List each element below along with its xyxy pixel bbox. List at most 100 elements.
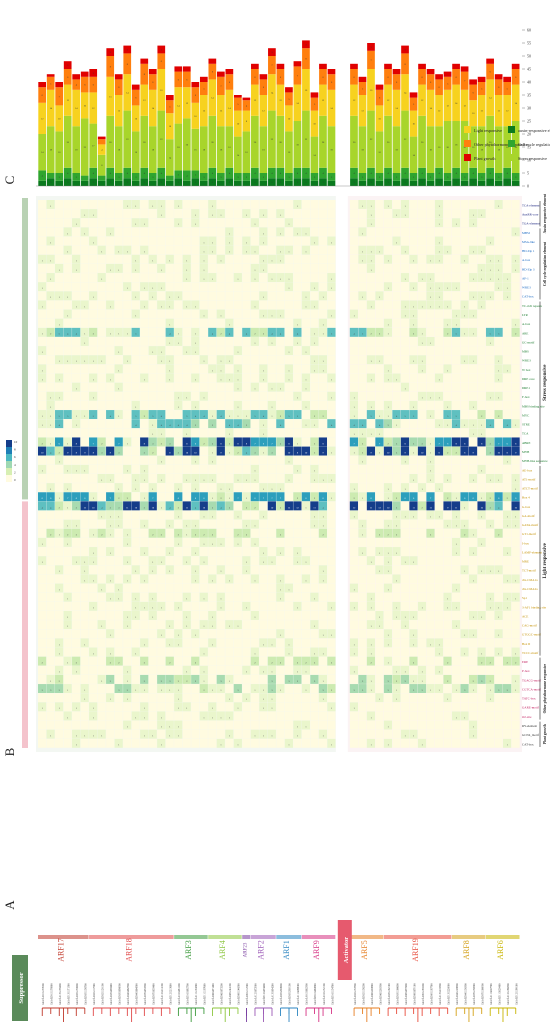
heatmap-cell xyxy=(293,665,302,675)
heatmap-cell xyxy=(301,410,310,419)
bar-value: 3 xyxy=(67,64,69,67)
heatmap-cell xyxy=(485,209,495,219)
heatmap-value: 1 xyxy=(305,406,307,409)
heatmap-cell xyxy=(318,738,328,748)
heatmap-cell xyxy=(434,574,444,584)
heatmap-cell xyxy=(383,455,393,465)
heatmap-value: 1 xyxy=(59,397,61,400)
heatmap-value: 1 xyxy=(76,415,78,418)
heatmap-value: 1 xyxy=(195,305,197,308)
heatmap-value: 1 xyxy=(237,543,239,546)
heatmap-cell xyxy=(301,273,310,282)
heatmap-cell xyxy=(89,629,98,639)
heatmap-cell xyxy=(417,200,427,209)
heatmap-cell xyxy=(366,519,376,529)
heatmap-cell xyxy=(284,501,293,511)
heatmap-cell xyxy=(502,528,512,538)
heatmap-value: 1 xyxy=(76,470,78,473)
heatmap-value: 2 xyxy=(430,534,432,537)
heatmap-value: 8 xyxy=(144,442,146,445)
heatmap-cell xyxy=(165,556,174,566)
heatmap-value: 1 xyxy=(50,397,52,400)
heatmap-cell xyxy=(174,629,183,639)
heatmap-cell xyxy=(131,547,140,556)
family-bar xyxy=(451,935,486,939)
heatmap-value: 1 xyxy=(447,607,449,610)
heatmap-cell xyxy=(242,273,251,282)
heatmap-cell xyxy=(426,254,435,264)
heatmap-cell xyxy=(468,282,478,292)
heatmap-cell xyxy=(114,245,123,255)
heatmap-cell xyxy=(259,346,268,356)
stacked-bar-segment xyxy=(97,144,106,155)
heatmap-cell xyxy=(383,684,393,693)
heatmap-cell xyxy=(106,583,115,593)
heatmap-cell xyxy=(434,263,444,273)
heatmap-cell xyxy=(63,684,72,693)
heatmap-value: 1 xyxy=(464,305,466,308)
heatmap-cell xyxy=(267,227,276,237)
heatmap-cell xyxy=(485,547,495,556)
bar-value: 4 xyxy=(254,172,256,175)
heatmap-cell xyxy=(165,693,174,703)
heatmap-cell xyxy=(284,647,293,657)
heatmap-cell xyxy=(460,665,469,675)
heatmap-cell xyxy=(191,327,200,337)
heatmap-value: 1 xyxy=(229,716,231,719)
heatmap-cell xyxy=(443,428,452,438)
heatmap-value: 7 xyxy=(152,497,154,500)
heatmap-cell xyxy=(366,419,376,429)
heatmap-cell xyxy=(208,455,217,465)
gene-id-label: GhArf.A10G152100 xyxy=(323,983,326,1005)
heatmap-cell xyxy=(46,364,55,374)
bar-value: 3 xyxy=(280,181,282,184)
heatmap-cell xyxy=(208,236,217,246)
heatmap-value: 6 xyxy=(498,497,500,500)
heatmap-cell xyxy=(174,611,183,620)
heatmap-cell xyxy=(225,410,234,419)
heatmap-cell xyxy=(477,419,486,429)
heatmap-value: 1 xyxy=(473,725,475,728)
heatmap-value: 1 xyxy=(481,433,483,436)
heatmap-cell xyxy=(97,684,106,693)
heatmap-cell xyxy=(267,410,276,419)
heatmap-cell xyxy=(502,428,512,438)
heatmap-cell xyxy=(417,263,427,273)
heatmap-cell xyxy=(301,446,310,456)
heatmap-cell xyxy=(46,446,55,456)
heatmap-value: 4 xyxy=(229,333,231,336)
heatmap-cell xyxy=(191,410,200,419)
heatmap-value: 1 xyxy=(237,388,239,391)
heatmap-cell xyxy=(502,720,512,730)
heatmap-cell xyxy=(409,519,418,529)
heatmap-cell xyxy=(301,355,310,365)
heatmap-value: 1 xyxy=(405,214,407,217)
heatmap-cell xyxy=(511,474,520,483)
heatmap-cell xyxy=(114,419,123,429)
heatmap-value: 1 xyxy=(110,534,112,537)
heatmap-value: 1 xyxy=(263,451,265,454)
gene-id-label: GhArf.D08G079100 xyxy=(413,983,416,1005)
heatmap-cell xyxy=(318,656,328,666)
heatmap-cell xyxy=(375,263,384,273)
heatmap-cell xyxy=(276,218,285,228)
stacked-bar-segment xyxy=(251,84,259,116)
heatmap-value: 2 xyxy=(388,534,390,537)
heatmap-cell xyxy=(55,492,64,502)
heatmap-value: 1 xyxy=(331,607,333,610)
heatmap-cell xyxy=(174,428,183,438)
heatmap-cell xyxy=(267,665,276,675)
heatmap-value: 1 xyxy=(388,378,390,381)
heatmap-cell xyxy=(310,309,319,319)
heatmap-cell xyxy=(63,428,72,438)
heatmap-cell xyxy=(358,702,367,712)
heatmap-value: 1 xyxy=(473,433,475,436)
heatmap-cell xyxy=(216,510,225,520)
heatmap-cell xyxy=(511,702,520,712)
heatmap-cell xyxy=(225,647,234,657)
stacked-bar-segment xyxy=(242,180,251,186)
heatmap-cell xyxy=(383,483,393,493)
heatmap-cell xyxy=(276,355,285,365)
heatmap-value: 1 xyxy=(84,214,86,217)
heatmap-cell xyxy=(434,419,444,429)
